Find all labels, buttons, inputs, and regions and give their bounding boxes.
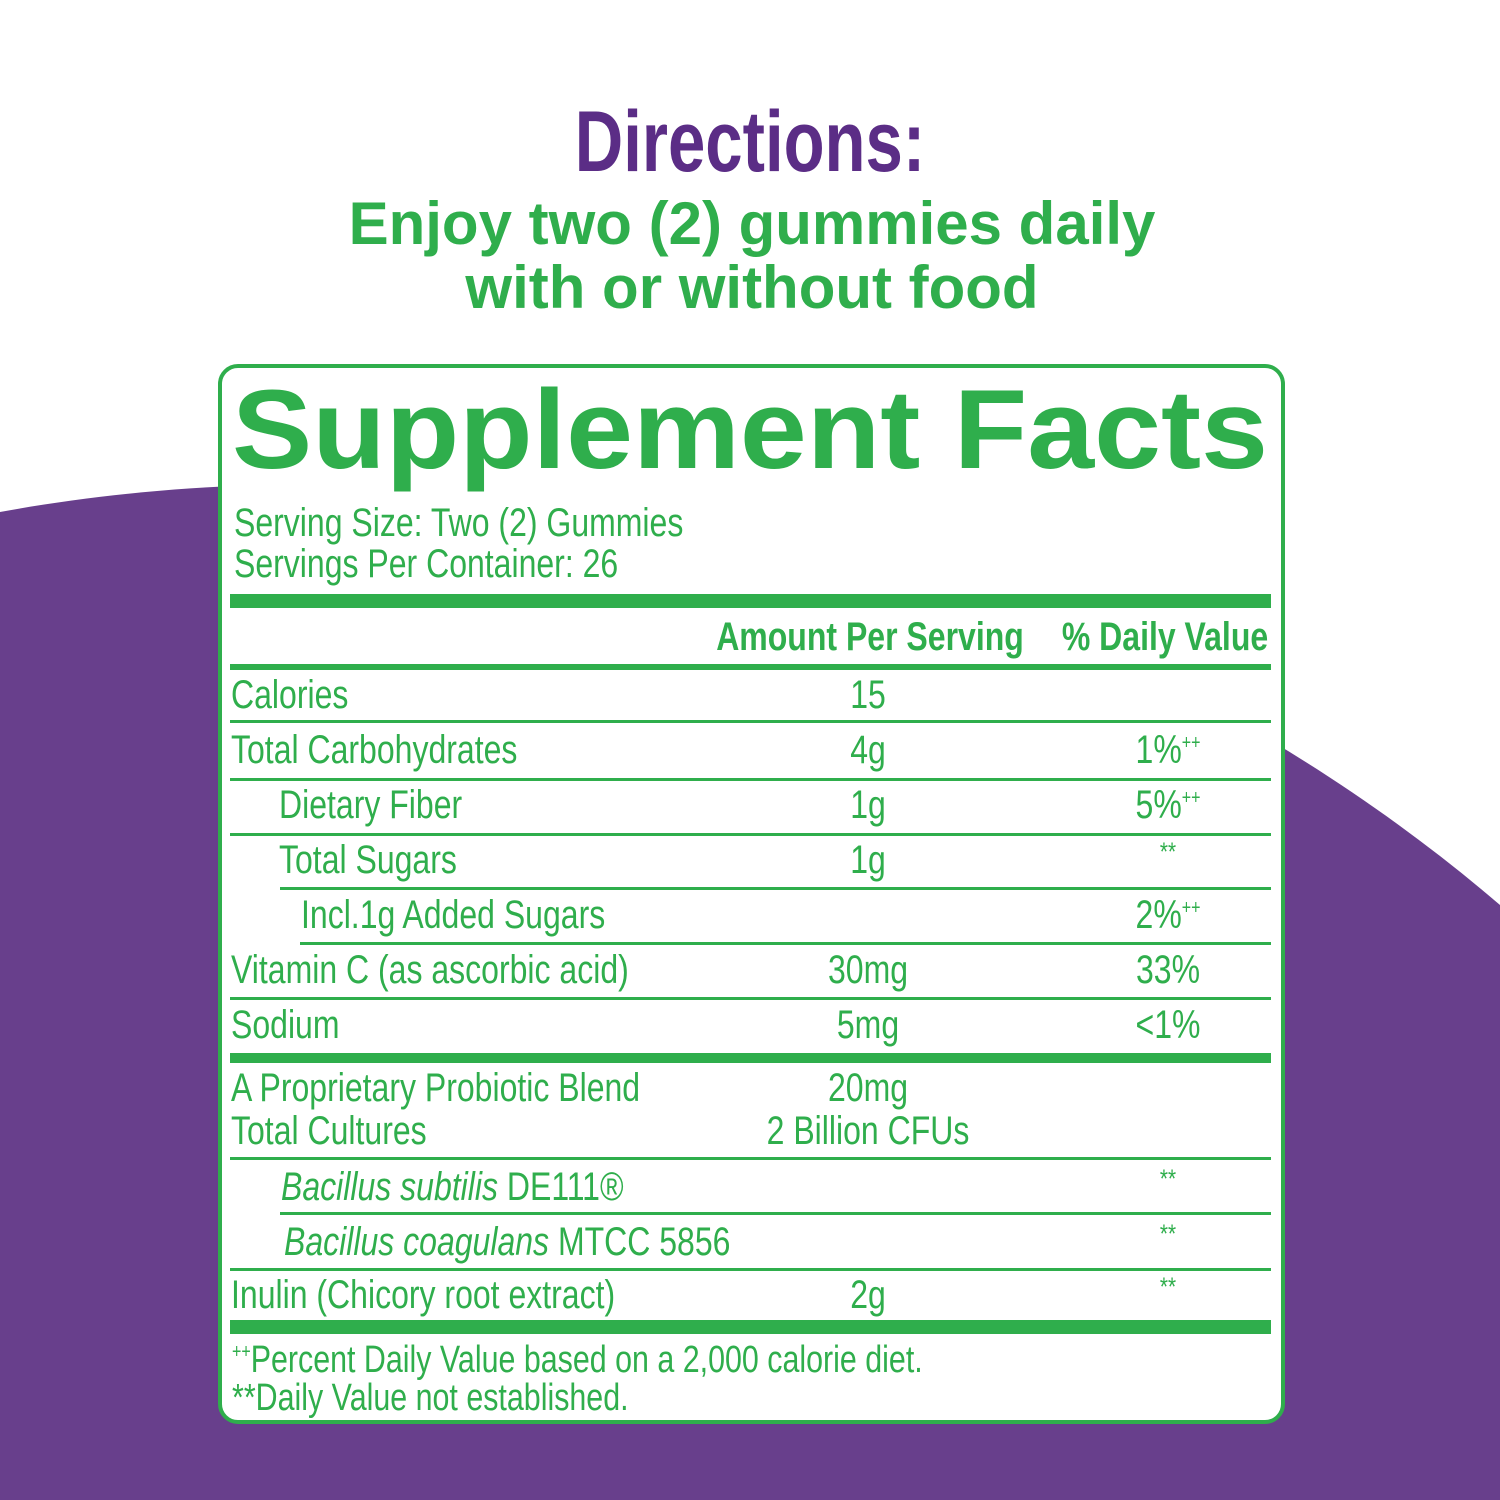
row-name: Vitamin C (as ascorbic acid) [231, 950, 629, 990]
rule [230, 1053, 1271, 1063]
row-amount: 15 [850, 673, 886, 717]
rule [280, 887, 1271, 890]
name-text: Calories [231, 673, 349, 717]
row-amount: 5mg [836, 1003, 900, 1047]
row-amount: 1g [850, 838, 886, 882]
dv-value: 2% [1135, 893, 1182, 937]
row-amount: 4g [850, 728, 886, 772]
row-dv: <1% [1136, 1005, 1201, 1045]
directions-line: with or without food [465, 254, 1039, 321]
directions-title: Directions: [574, 94, 926, 190]
rule [230, 1157, 1271, 1160]
name-text: Vitamin C (as ascorbic acid) [231, 948, 629, 992]
dv-note: ** [1159, 1271, 1177, 1302]
name-text: Sodium [231, 1003, 340, 1047]
row-amount: 2g [850, 1273, 886, 1317]
serving-size: Serving Size: Two (2) Gummies [234, 501, 684, 545]
rule [230, 594, 1271, 608]
dv-value: 1% [1135, 728, 1182, 772]
row-name: Calories [231, 675, 348, 715]
footnote: ++Percent Daily Value based on a 2,000 c… [232, 1341, 923, 1379]
dv-note: ++ [1181, 787, 1201, 809]
dv-note: ** [1159, 1163, 1177, 1194]
rule [230, 1320, 1271, 1334]
footnote-mark: ++ [232, 1341, 251, 1363]
rule [230, 720, 1271, 723]
name-text: Total Carbohydrates [231, 728, 518, 772]
footnote-text: Percent Daily Value based on a 2,000 cal… [250, 1339, 923, 1381]
servings-per-container: Servings Per Container: 26 [234, 542, 619, 586]
footnote-text: **Daily Value not established. [232, 1377, 629, 1419]
name-text: Dietary Fiber [279, 783, 463, 827]
row-dv: 1%++ [1136, 730, 1201, 770]
name-text: A Proprietary Probiotic Blend [231, 1066, 641, 1110]
directions-line: Enjoy two (2) gummies daily [348, 190, 1156, 257]
row-dv: ** [1160, 1274, 1176, 1317]
row-dv: 33% [1136, 950, 1200, 990]
dv-note: ++ [1181, 732, 1201, 754]
rule [230, 833, 1271, 836]
dv-note: ++ [1181, 897, 1201, 919]
row-dv: 2%++ [1136, 895, 1201, 935]
dv-note: ** [1159, 836, 1177, 867]
dv-value: <1% [1135, 1003, 1201, 1047]
row-name: Bacillus coagulans MTCC 5856 [284, 1222, 730, 1262]
row-name: Total Sugars [279, 840, 457, 880]
amount-header: Amount Per Serving [716, 615, 1024, 659]
rule [230, 778, 1271, 781]
row-name: Inulin (Chicory root extract) [231, 1275, 615, 1315]
row-amount: 30mg [827, 948, 909, 992]
footnote: **Daily Value not established. [232, 1379, 629, 1417]
italic-name: Bacillus coagulans [284, 1220, 550, 1264]
rule [280, 1212, 1271, 1215]
row-dv: ** [1160, 1221, 1176, 1264]
row-name: Sodium [231, 1005, 340, 1045]
facts-title: Supplement Facts [232, 367, 1268, 492]
name-text: Inulin (Chicory root extract) [231, 1273, 616, 1317]
rule [230, 664, 1271, 670]
row-dv: ** [1160, 1166, 1176, 1209]
italic-name: Bacillus subtilis [281, 1165, 498, 1209]
rule [300, 942, 1271, 945]
row-name: Bacillus subtilis DE111® [281, 1167, 624, 1207]
row-amount: 2 Billion CFUs [766, 1109, 970, 1153]
name-text: MTCC 5856 [549, 1220, 731, 1264]
name-text: Incl.1g Added Sugars [301, 893, 606, 937]
row-name: Dietary Fiber [279, 785, 462, 825]
row-dv: 5%++ [1136, 785, 1201, 825]
row-amount: 20mg [827, 1066, 909, 1110]
dv-value: 5% [1135, 783, 1182, 827]
name-text: Total Sugars [279, 838, 457, 882]
row-name: Incl.1g Added Sugars [301, 895, 605, 935]
row-dv: ** [1160, 839, 1176, 882]
row-name: Total Carbohydrates [231, 730, 517, 770]
name-text: DE111® [497, 1165, 624, 1209]
row-name: A Proprietary Probiotic Blend [231, 1068, 640, 1108]
facts-panel [218, 364, 1285, 1424]
row-name: Total Cultures [231, 1109, 427, 1153]
dv-header: % Daily Value [1061, 615, 1269, 659]
row-amount: 1g [850, 783, 886, 827]
dv-value: 33% [1135, 948, 1201, 992]
rule [230, 1268, 1271, 1271]
dv-note: ** [1159, 1218, 1177, 1249]
rule [230, 997, 1271, 1000]
